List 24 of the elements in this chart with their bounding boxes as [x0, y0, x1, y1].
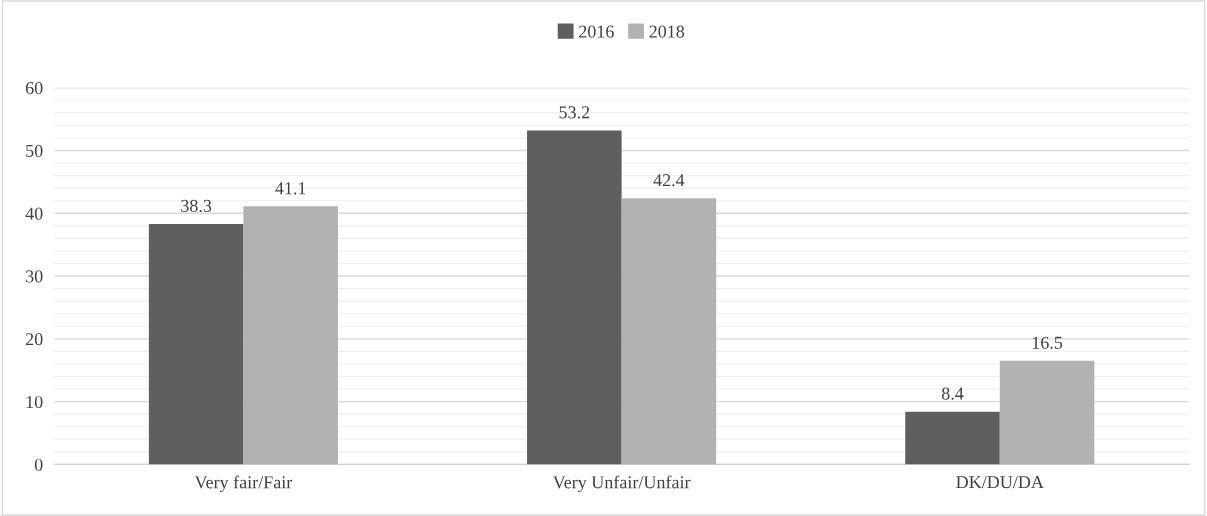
y-tick-label: 40: [25, 207, 43, 220]
y-tick-label: 10: [26, 395, 43, 409]
y-tick-label: 30: [26, 270, 43, 283]
bar: [243, 206, 338, 465]
bar: [527, 130, 622, 465]
x-tick-label: DK/DU/DA: [956, 476, 1044, 489]
y-tick-label: 20: [25, 333, 43, 346]
legend-label: 2018: [649, 25, 685, 38]
x-tick-label: Very Unfair/Unfair: [552, 475, 691, 493]
x-tick-label: Very fair/Fair: [194, 475, 293, 493]
y-tick-label: 0: [34, 458, 43, 471]
data-label: 16.5: [1032, 336, 1063, 349]
bar: [621, 198, 717, 465]
y-tick-label: 60: [25, 81, 43, 95]
bar: [148, 223, 244, 465]
data-label: 8.4: [941, 387, 964, 400]
data-label: 41.1: [275, 182, 306, 195]
bar: [905, 411, 1000, 465]
data-label: 38.3: [181, 199, 212, 213]
data-label: 42.4: [653, 174, 685, 187]
y-tick-label: 50: [26, 144, 43, 157]
data-label: 53.2: [559, 106, 590, 119]
bar: [999, 360, 1095, 465]
legend-label: 2016: [579, 25, 614, 38]
